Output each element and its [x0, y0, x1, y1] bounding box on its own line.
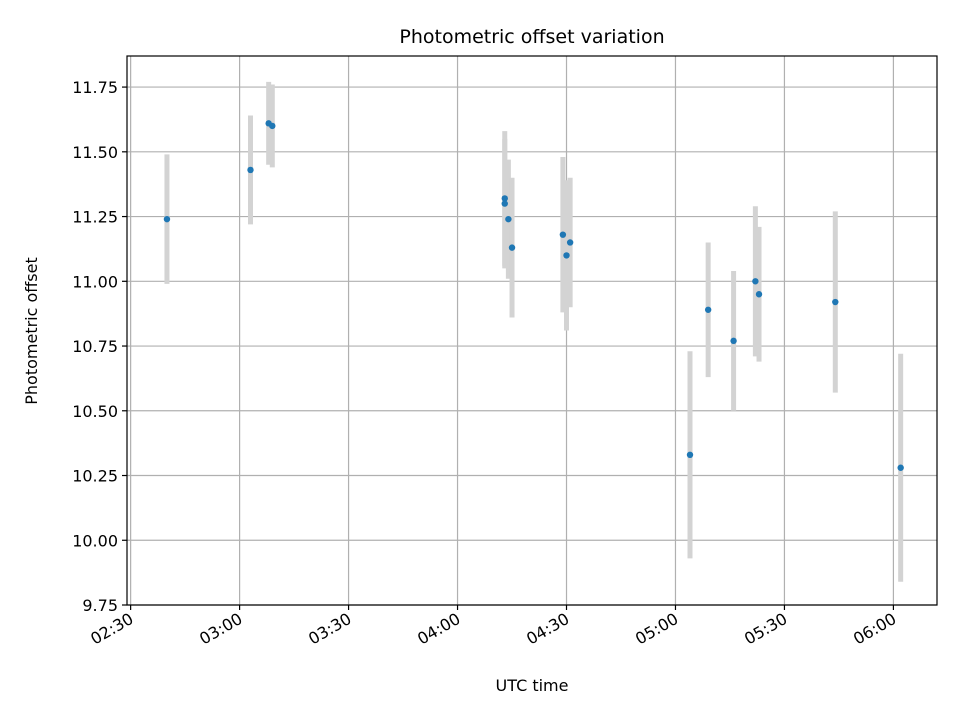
data-point: [247, 166, 254, 174]
data-point: [505, 215, 512, 223]
y-tick-label: 10.25: [72, 467, 118, 486]
y-tick-label: 10.00: [72, 531, 118, 550]
y-tick-label: 10.50: [72, 402, 118, 421]
data-point: [755, 291, 763, 298]
data-point: [508, 244, 516, 251]
data-point: [566, 239, 574, 246]
grid: [127, 56, 937, 606]
y-tick-label: 11.25: [72, 208, 118, 227]
y-tick-label: 11.75: [72, 78, 118, 97]
data-point: [897, 464, 904, 471]
data-point: [163, 215, 171, 223]
y-tick-label: 9.75: [82, 596, 118, 615]
y-tick-label: 11.50: [72, 143, 118, 162]
data-point: [686, 451, 694, 459]
y-tick-label: 11.00: [72, 272, 118, 291]
data-point: [730, 337, 737, 345]
plot-frame: [126, 55, 938, 606]
y-tick-label: 10.75: [72, 337, 118, 356]
data-point: [704, 306, 712, 313]
data-point: [563, 252, 570, 259]
chart-title: Photometric offset variation: [399, 26, 664, 48]
data-point: [501, 200, 508, 207]
data-point: [752, 278, 759, 285]
data-point: [559, 231, 567, 238]
data-points: [163, 120, 904, 471]
data-point: [832, 298, 839, 306]
data-point: [269, 122, 276, 130]
y-axis-label: Photometric offset: [22, 257, 41, 405]
data-point: [501, 195, 508, 202]
x-axis-label: UTC time: [496, 676, 569, 695]
y-axis-ticks: 9.75 10.00 10.25 10.50 10.75 11.00 11.25 11.50 1…: [72, 78, 127, 615]
